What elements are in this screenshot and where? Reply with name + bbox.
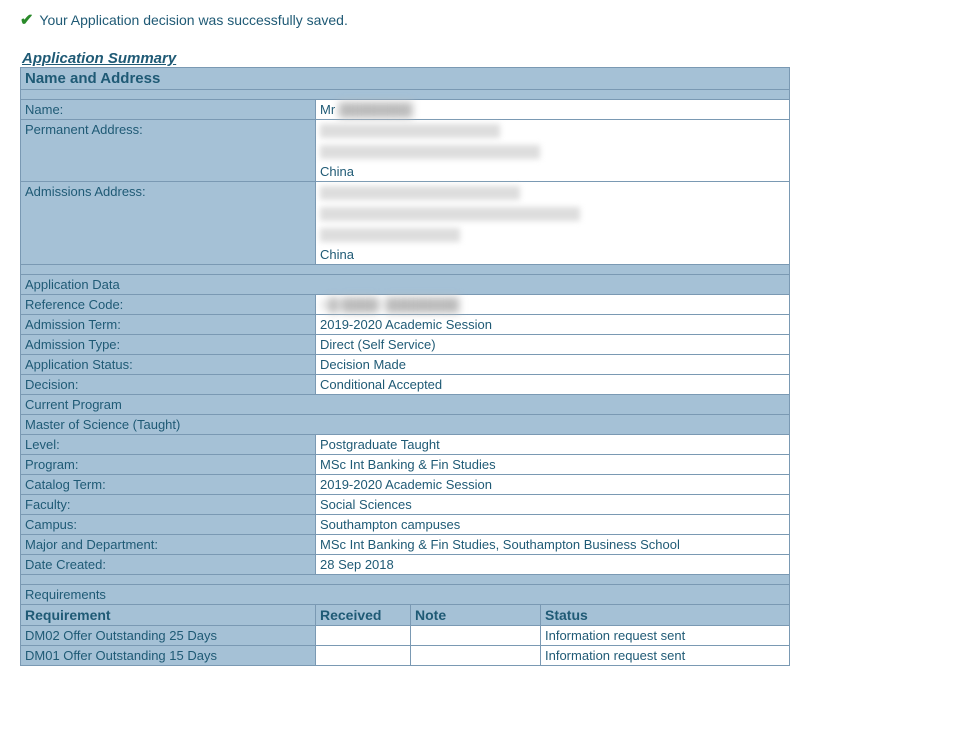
current-program-header: Current Program	[21, 395, 790, 415]
req-name: DM01 Offer Outstanding 15 Days	[21, 646, 316, 666]
success-message: ✔ Your Application decision was successf…	[20, 10, 950, 30]
adm-addr-label: Admissions Address:	[21, 182, 316, 265]
req-col-requirement: Requirement	[21, 605, 316, 626]
campus-value: Southampton campuses	[316, 515, 790, 535]
major-value: MSc Int Banking & Fin Studies, Southampt…	[316, 535, 790, 555]
catalog-value: 2019-2020 Academic Session	[316, 475, 790, 495]
ref-code-label: Reference Code:	[21, 295, 316, 315]
faculty-value: Social Sciences	[316, 495, 790, 515]
catalog-label: Catalog Term:	[21, 475, 316, 495]
program-label: Program:	[21, 455, 316, 475]
adm-type-value: Direct (Self Service)	[316, 335, 790, 355]
major-label: Major and Department:	[21, 535, 316, 555]
req-received	[316, 626, 411, 646]
req-note	[411, 646, 541, 666]
name-value: Mr ████████	[316, 100, 790, 120]
requirement-row: DM01 Offer Outstanding 15 Days Informati…	[21, 646, 790, 666]
requirements-header: Requirements	[21, 585, 790, 605]
application-summary-table: Name and Address Name: Mr ████████ Perma…	[20, 67, 790, 666]
app-status-value: Decision Made	[316, 355, 790, 375]
adm-term-value: 2019-2020 Academic Session	[316, 315, 790, 335]
req-col-status: Status	[541, 605, 790, 626]
perm-addr-label: Permanent Address:	[21, 120, 316, 182]
ref-code-value: A█/████/ ████████	[316, 295, 790, 315]
app-data-header: Application Data	[21, 275, 790, 295]
req-status: Information request sent	[541, 626, 790, 646]
success-text: Your Application decision was successful…	[39, 12, 347, 28]
req-col-note: Note	[411, 605, 541, 626]
faculty-label: Faculty:	[21, 495, 316, 515]
name-address-header: Name and Address	[21, 68, 790, 90]
adm-term-label: Admission Term:	[21, 315, 316, 335]
program-value: MSc Int Banking & Fin Studies	[316, 455, 790, 475]
app-summary-title: Application Summary	[20, 50, 950, 67]
name-label: Name:	[21, 100, 316, 120]
req-col-received: Received	[316, 605, 411, 626]
degree-name: Master of Science (Taught)	[21, 415, 790, 435]
date-created-value: 28 Sep 2018	[316, 555, 790, 575]
req-name: DM02 Offer Outstanding 25 Days	[21, 626, 316, 646]
decision-label: Decision:	[21, 375, 316, 395]
adm-addr-value: China	[316, 182, 790, 265]
perm-addr-value: China	[316, 120, 790, 182]
level-label: Level:	[21, 435, 316, 455]
requirement-row: DM02 Offer Outstanding 25 Days Informati…	[21, 626, 790, 646]
app-status-label: Application Status:	[21, 355, 316, 375]
req-status: Information request sent	[541, 646, 790, 666]
check-icon: ✔	[20, 10, 33, 30]
decision-value: Conditional Accepted	[316, 375, 790, 395]
req-received	[316, 646, 411, 666]
req-note	[411, 626, 541, 646]
date-created-label: Date Created:	[21, 555, 316, 575]
level-value: Postgraduate Taught	[316, 435, 790, 455]
adm-type-label: Admission Type:	[21, 335, 316, 355]
campus-label: Campus:	[21, 515, 316, 535]
